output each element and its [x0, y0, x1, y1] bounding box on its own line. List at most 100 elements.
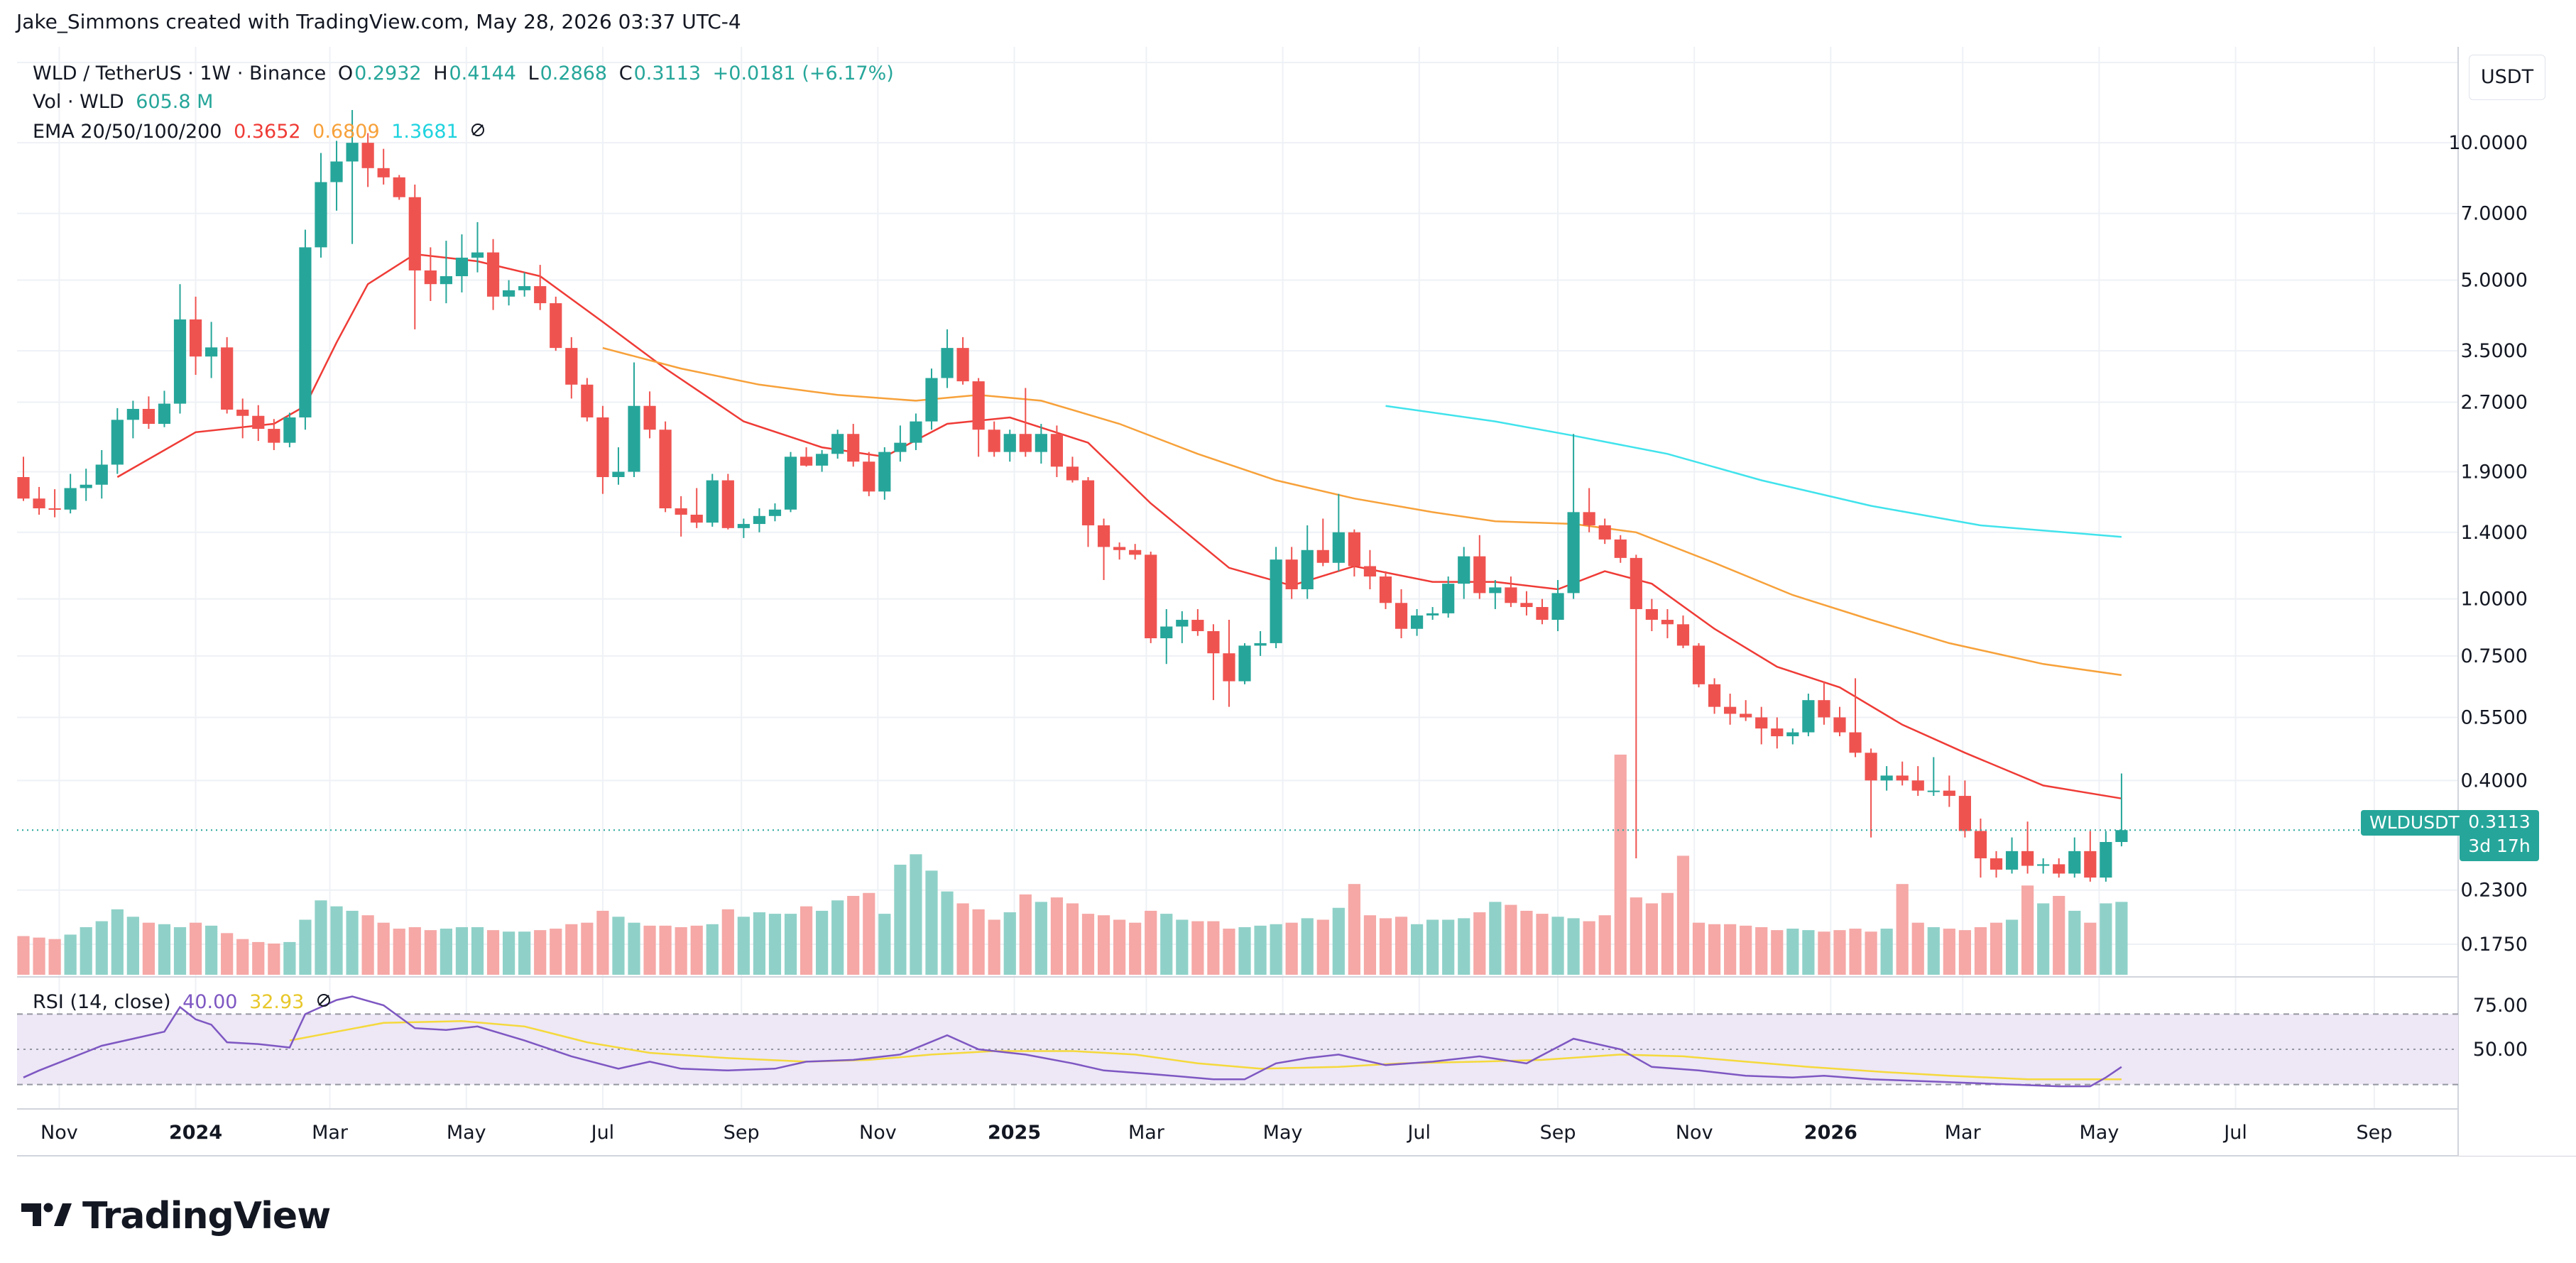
volume-bar: [1301, 918, 1314, 975]
volume-bar: [126, 917, 139, 975]
candle-body: [2068, 851, 2081, 874]
volume-bar: [925, 870, 938, 975]
time-tick-label: May: [1263, 1122, 1303, 1144]
candle-body: [1645, 608, 1658, 620]
chart-grid: [17, 47, 2576, 1157]
chart-axes: 10.0000 7.0000 5.0000 3.5000 2.7000 1.9000 1.4…: [40, 47, 2576, 1156]
null-circle-icon: [470, 121, 486, 143]
volume-bar: [1332, 907, 1345, 975]
candlestick: [925, 368, 938, 430]
volume-bar: [2100, 903, 2112, 975]
candlestick: [440, 241, 452, 304]
price-unit-button[interactable]: USDT: [2469, 55, 2545, 100]
candlestick: [1332, 493, 1345, 572]
legend-ema-row[interactable]: EMA 20/50/100/200 0.3652 0.6809 1.3681: [33, 121, 491, 143]
volume-bar: [565, 924, 578, 975]
tradingview-footer[interactable]: TradingView: [20, 1195, 331, 1237]
candle-body: [1410, 615, 1424, 629]
candle-body: [1458, 556, 1470, 584]
candlestick: [1473, 535, 1486, 599]
candlestick: [706, 474, 719, 527]
candle-body: [784, 456, 797, 510]
candle-body: [2021, 851, 2034, 866]
volume-bar: [659, 925, 672, 975]
candlestick: [1489, 580, 1502, 609]
candle-body: [471, 252, 484, 258]
candlestick: [173, 284, 187, 414]
candle-body: [173, 319, 187, 404]
volume-bar: [1786, 929, 1799, 975]
volume-bar: [158, 924, 171, 975]
legend-close-label: C: [618, 62, 633, 84]
legend-low-value: 0.2868: [540, 62, 608, 84]
candle-body: [1724, 706, 1737, 714]
time-tick-label: Nov: [1676, 1122, 1713, 1144]
candlestick: [1395, 589, 1408, 639]
price-tick-label: 0.1750: [2461, 934, 2528, 956]
candlestick: [205, 322, 218, 378]
volume-bar: [95, 921, 108, 975]
legend-symbol[interactable]: WLD / TetherUS · 1W · Binance: [33, 62, 327, 84]
candle-body: [502, 290, 515, 297]
candlestick: [1458, 547, 1470, 599]
rsi-line: [23, 995, 2122, 1088]
candlestick: [2053, 858, 2065, 878]
volume-bar: [1285, 922, 1298, 975]
candlestick: [158, 390, 171, 427]
candle-body: [956, 348, 969, 382]
candle-body: [455, 257, 469, 277]
candle-body: [894, 442, 907, 452]
volume-bar: [706, 924, 719, 975]
time-tick-label: Mar: [312, 1122, 349, 1144]
volume-bar: [1740, 925, 1752, 975]
volume-bar: [737, 917, 750, 975]
volume-bar: [346, 910, 359, 975]
volume-bar: [675, 926, 687, 975]
candle-body: [1990, 858, 2003, 870]
candlestick: [1661, 608, 1674, 639]
time-tick-label: Mar: [1945, 1122, 1982, 1144]
candle-body: [1379, 576, 1392, 603]
chart-attribution: Jake_Simmons created with TradingView.co…: [16, 10, 741, 33]
candlestick: [1019, 388, 1032, 457]
volume-bar: [1833, 930, 1846, 975]
candle-body: [753, 515, 766, 525]
volume-bar: [173, 926, 187, 975]
candlestick: [1050, 425, 1064, 477]
candlestick: [831, 430, 844, 459]
price-tick-label: 1.9000: [2461, 461, 2528, 483]
candlestick: [346, 109, 359, 244]
volume-bar: [534, 930, 547, 975]
candle-body: [925, 378, 938, 422]
volume-bar: [1379, 918, 1392, 975]
volume-bar: [1943, 929, 1955, 975]
volume-bar: [408, 926, 421, 975]
volume-bar: [1755, 926, 1768, 975]
candlestick: [33, 486, 45, 515]
candlestick: [1990, 851, 2003, 878]
candle-body: [2100, 841, 2112, 878]
candle-body: [1129, 550, 1142, 555]
candle-body: [1880, 775, 1893, 781]
candle-body: [1740, 713, 1752, 718]
candle-body: [111, 420, 124, 465]
legend-ohlc-row[interactable]: WLD / TetherUS · 1W · Binance O0.2932 H0…: [33, 62, 900, 84]
legend-volume-row[interactable]: Vol · WLD 605.8 M: [33, 91, 219, 113]
volume-bar: [1583, 921, 1595, 975]
plot-background: [17, 47, 2458, 1156]
legend-high-label: H: [433, 62, 448, 84]
candlestick: [236, 398, 249, 439]
candlestick: [581, 378, 594, 422]
candle-body: [581, 384, 594, 417]
candlestick: [142, 396, 155, 430]
candle-body: [283, 417, 296, 443]
volume-bar: [1505, 904, 1517, 975]
candlestick: [956, 337, 969, 385]
candlestick: [565, 337, 578, 399]
tradingview-logo-icon: [20, 1201, 72, 1232]
candlestick: [1630, 554, 1642, 858]
legend-rsi-row[interactable]: RSI (14, close) 40.00 32.93: [33, 991, 337, 1013]
candle-body: [2115, 830, 2128, 842]
volume-bar: [252, 941, 265, 975]
